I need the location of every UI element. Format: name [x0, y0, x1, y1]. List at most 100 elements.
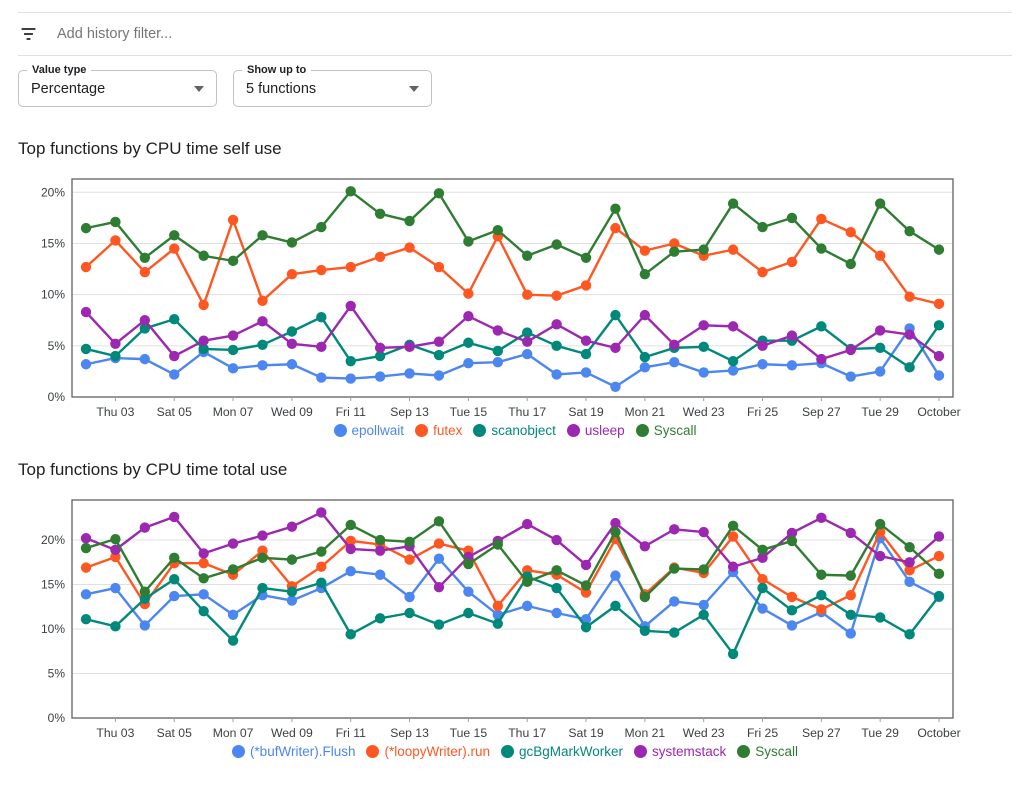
data-point[interactable]: [816, 243, 827, 254]
data-point[interactable]: [551, 369, 562, 380]
data-point[interactable]: [110, 533, 121, 545]
data-point[interactable]: [727, 244, 739, 255]
data-point[interactable]: [404, 215, 415, 227]
data-point[interactable]: [433, 349, 445, 361]
data-point[interactable]: [404, 536, 415, 548]
data-point[interactable]: [610, 381, 621, 392]
data-point[interactable]: [639, 309, 651, 321]
data-point[interactable]: [198, 250, 209, 261]
data-point[interactable]: [345, 300, 356, 312]
data-point[interactable]: [110, 544, 121, 556]
data-point[interactable]: [286, 595, 298, 606]
data-point[interactable]: [757, 603, 768, 614]
data-point[interactable]: [286, 359, 298, 370]
data-point[interactable]: [286, 338, 298, 349]
data-point[interactable]: [80, 614, 92, 625]
data-point[interactable]: [904, 557, 915, 568]
data-point[interactable]: [874, 612, 886, 623]
data-point[interactable]: [551, 565, 562, 576]
data-point[interactable]: [845, 609, 856, 620]
data-point[interactable]: [169, 511, 180, 523]
data-point[interactable]: [433, 188, 445, 199]
data-point[interactable]: [845, 227, 856, 238]
data-point[interactable]: [492, 357, 503, 368]
data-point[interactable]: [169, 230, 180, 241]
data-point[interactable]: [639, 591, 651, 603]
value-type-select[interactable]: Value type Percentage: [18, 63, 217, 107]
data-point[interactable]: [933, 550, 945, 562]
data-point[interactable]: [169, 573, 180, 585]
data-point[interactable]: [404, 554, 415, 565]
data-point[interactable]: [139, 353, 151, 365]
data-point[interactable]: [639, 245, 651, 256]
data-point[interactable]: [110, 551, 121, 563]
data-point[interactable]: [257, 295, 268, 306]
data-point[interactable]: [286, 237, 298, 248]
data-point[interactable]: [580, 587, 592, 598]
data-point[interactable]: [580, 367, 592, 378]
data-point[interactable]: [698, 244, 709, 255]
data-point[interactable]: [757, 544, 768, 556]
data-point[interactable]: [816, 512, 827, 523]
data-point[interactable]: [80, 359, 92, 370]
data-point[interactable]: [257, 530, 268, 541]
data-point[interactable]: [227, 344, 239, 356]
data-point[interactable]: [404, 341, 415, 353]
data-point[interactable]: [669, 596, 680, 607]
data-point[interactable]: [80, 306, 92, 318]
data-point[interactable]: [316, 372, 327, 383]
legend-item[interactable]: futex: [415, 423, 462, 438]
data-point[interactable]: [198, 557, 209, 569]
data-point[interactable]: [610, 526, 621, 538]
data-point[interactable]: [904, 329, 915, 340]
data-point[interactable]: [904, 225, 915, 237]
data-point[interactable]: [433, 370, 445, 381]
data-point[interactable]: [374, 251, 386, 262]
legend-item[interactable]: (*bufWriter).Flush: [231, 744, 355, 759]
data-point[interactable]: [433, 261, 445, 273]
data-point[interactable]: [345, 565, 356, 577]
data-point[interactable]: [904, 362, 915, 373]
data-point[interactable]: [522, 336, 533, 347]
legend-item[interactable]: usleep: [566, 423, 625, 438]
data-point[interactable]: [316, 577, 327, 588]
data-point[interactable]: [139, 593, 151, 604]
data-point[interactable]: [580, 335, 592, 346]
data-point[interactable]: [198, 573, 209, 584]
data-point[interactable]: [345, 261, 356, 273]
data-point[interactable]: [757, 266, 768, 278]
data-point[interactable]: [639, 268, 651, 280]
data-point[interactable]: [316, 311, 327, 323]
data-point[interactable]: [169, 552, 180, 564]
data-point[interactable]: [80, 343, 92, 355]
data-point[interactable]: [80, 562, 92, 573]
data-point[interactable]: [110, 338, 121, 349]
data-point[interactable]: [874, 518, 886, 530]
data-point[interactable]: [169, 590, 180, 602]
data-point[interactable]: [463, 337, 474, 348]
data-point[interactable]: [257, 582, 268, 594]
data-point[interactable]: [257, 360, 268, 371]
data-point[interactable]: [610, 517, 621, 529]
data-point[interactable]: [698, 564, 709, 575]
data-point[interactable]: [198, 548, 209, 559]
data-point[interactable]: [374, 342, 386, 354]
legend-item[interactable]: scanobject: [473, 423, 556, 438]
data-point[interactable]: [845, 344, 856, 356]
data-point[interactable]: [786, 212, 798, 224]
data-point[interactable]: [904, 565, 915, 576]
data-point[interactable]: [433, 336, 445, 347]
data-point[interactable]: [551, 340, 562, 352]
data-point[interactable]: [198, 606, 209, 617]
data-point[interactable]: [757, 340, 768, 352]
data-point[interactable]: [227, 255, 239, 267]
data-point[interactable]: [257, 552, 268, 564]
data-point[interactable]: [522, 348, 533, 360]
data-point[interactable]: [433, 619, 445, 630]
data-point[interactable]: [816, 353, 827, 365]
data-point[interactable]: [139, 252, 151, 264]
data-point[interactable]: [345, 373, 356, 384]
data-point[interactable]: [551, 290, 562, 301]
data-point[interactable]: [433, 538, 445, 549]
data-point[interactable]: [227, 609, 239, 620]
